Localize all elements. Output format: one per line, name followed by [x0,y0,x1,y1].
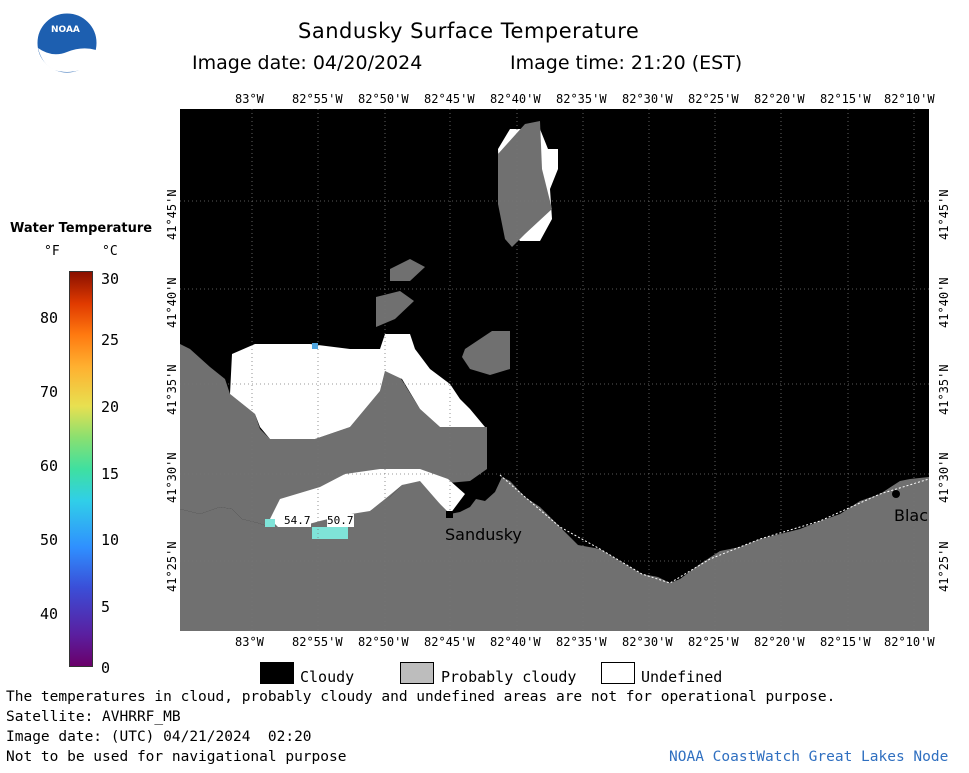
lat-label-right: 41°35'N [937,364,951,415]
scale-f-tick: 50 [40,531,59,549]
land-mass [180,344,487,527]
lat-label-left: 41°30'N [165,452,179,503]
scale-c-tick: 5 [101,598,111,616]
scale-c-tick: 0 [101,659,111,677]
map-canvas [180,109,929,631]
lon-label-bottom: 82°40'W [490,635,541,649]
lon-label-top: 82°25'W [688,92,739,106]
lon-label-top: 82°40'W [490,92,541,106]
lat-label-left: 41°35'N [165,364,179,415]
lon-label-bottom: 82°15'W [820,635,871,649]
undefined-area-south [270,469,465,527]
lon-label-top: 82°45'W [424,92,475,106]
probably-cloudy-small-1 [390,259,425,281]
lon-label-bottom: 82°50'W [358,635,409,649]
scale-unit-c: °C [102,244,118,259]
probably-cloudy-kelleys [498,121,552,247]
lon-label-top: 82°50'W [358,92,409,106]
temp-label-2: 50.7 [327,514,354,527]
footer-nav-warning: Not to be used for navigational purpose [6,749,347,765]
legend-swatch-undefined [601,662,635,684]
lon-label-top: 82°30'W [622,92,673,106]
probably-cloudy-pelee [462,331,510,375]
logo-text: NOAA [51,25,80,35]
scale-c-tick: 15 [101,465,120,483]
scale-unit-f: °F [44,244,60,259]
lat-label-left: 41°45'N [165,189,179,240]
scale-f-tick: 60 [40,457,59,475]
probably-cloudy-small-2 [376,291,414,327]
color-bar [69,271,93,667]
lat-label-right: 41°30'N [937,452,951,503]
lat-label-left: 41°40'N [165,277,179,328]
footer-utc-date: Image date: (UTC) 04/21/2024 02:20 [6,729,312,745]
scale-c-tick: 10 [101,531,120,549]
lon-label-bottom: 82°25'W [688,635,739,649]
image-time: Image time: 21:20 (EST) [510,52,743,74]
lon-label-bottom: 83°W [235,635,264,649]
lat-label-left: 41°25'N [165,541,179,592]
lon-label-top: 82°10'W [884,92,935,106]
place-label-blac: Blac [894,506,929,525]
footer-credit: NOAA CoastWatch Great Lakes Node [669,749,949,765]
lon-label-top: 82°35'W [556,92,607,106]
legend-swatch-probably-cloudy [400,662,434,684]
lon-label-bottom: 82°35'W [556,635,607,649]
scale-f-tick: 40 [40,605,59,623]
scale-title: Water Temperature [10,221,153,236]
page-title: Sandusky Surface Temperature [298,19,640,43]
scale-c-tick: 30 [101,270,120,288]
scale-c-tick: 25 [101,331,120,349]
lon-label-bottom: 82°45'W [424,635,475,649]
footer-satellite: Satellite: AVHRRF_MB [6,709,181,725]
legend-label-probably-cloudy: Probably cloudy [441,668,577,686]
lon-label-top: 83°W [235,92,264,106]
land-peninsula [180,477,929,631]
lon-label-bottom: 82°55'W [292,635,343,649]
lat-label-right: 41°45'N [937,189,951,240]
lon-label-top: 82°15'W [820,92,871,106]
graticule [180,109,929,631]
legend-swatch-cloudy [260,662,294,684]
lon-label-bottom: 82°10'W [884,635,935,649]
legend-label-undefined: Undefined [641,668,723,686]
lon-label-top: 82°20'W [754,92,805,106]
map-panel: Sandusky Blac 54.7 50.7 [180,109,929,631]
lat-label-right: 41°25'N [937,541,951,592]
footer-disclaimer: The temperatures in cloud, probably clou… [6,689,836,705]
image-date: Image date: 04/20/2024 [192,52,423,74]
scale-f-tick: 70 [40,383,59,401]
noaa-logo: NOAA [36,12,98,74]
lat-label-right: 41°40'N [937,277,951,328]
undefined-area-north [230,334,485,439]
legend-label-cloudy: Cloudy [300,668,355,686]
place-label-sandusky: Sandusky [445,525,522,544]
scale-c-tick: 20 [101,398,120,416]
lon-label-bottom: 82°30'W [622,635,673,649]
lon-label-bottom: 82°20'W [754,635,805,649]
temp-label-1: 54.7 [284,514,311,527]
scale-f-tick: 80 [40,309,59,327]
lon-label-top: 82°55'W [292,92,343,106]
